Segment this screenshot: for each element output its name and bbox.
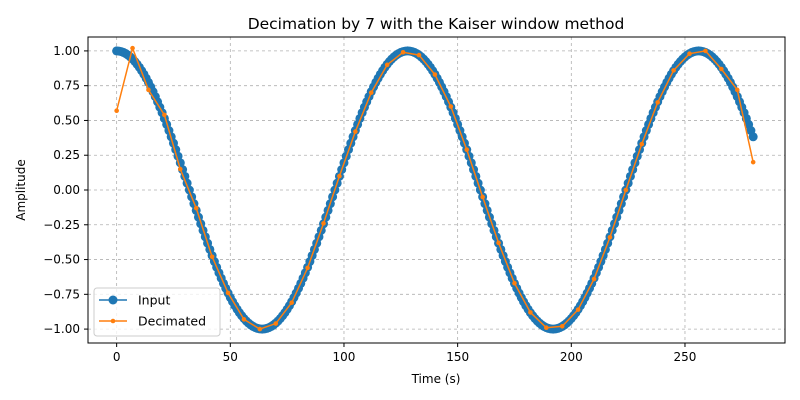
x-axis-label: Time (s) [411, 372, 461, 386]
x-tick-label: 0 [113, 350, 121, 364]
y-tick-label: 0.50 [53, 113, 80, 127]
legend-input-marker [108, 295, 118, 305]
decimated-point [130, 45, 135, 51]
legend-decimated-label: Decimated [138, 314, 206, 329]
decimated-point [719, 66, 724, 72]
decimated-point [353, 129, 358, 134]
decimated-point [464, 147, 470, 152]
decimated-point [432, 72, 438, 77]
x-tick-label: 150 [446, 350, 469, 364]
x-tick-label: 50 [223, 350, 238, 364]
decimated-point [400, 50, 406, 55]
decimated-point [575, 307, 581, 312]
decimated-point [114, 108, 119, 114]
decimated-point [734, 87, 740, 93]
decimated-point [687, 51, 692, 56]
decimated-point [193, 205, 199, 211]
decimated-point [512, 280, 517, 286]
x-tick-label: 200 [560, 350, 583, 364]
input-point [748, 132, 758, 142]
decimated-point [559, 324, 565, 329]
decimated-point [289, 300, 294, 305]
decimated-point [321, 221, 326, 226]
decimated-point [337, 173, 342, 179]
y-tick-label: −0.25 [43, 218, 80, 232]
legend-input-label: Input [138, 293, 170, 308]
legend-item-input: Input [99, 293, 170, 308]
y-axis-label: Amplitude [14, 159, 28, 221]
y-tick-label: 0.75 [53, 79, 80, 93]
decimated-point [416, 52, 422, 58]
decimated-point [496, 240, 501, 246]
decimated-point [384, 62, 390, 68]
decimated-point [273, 321, 279, 326]
decimated-point [209, 254, 215, 260]
y-tick-label: −1.00 [43, 322, 80, 336]
series-decimated [114, 45, 756, 332]
decimated-point [146, 87, 151, 93]
chart-title: Decimation by 7 with the Kaiser window m… [248, 15, 625, 33]
decimated-point [448, 104, 454, 109]
decimated-point [305, 265, 310, 271]
y-tick-label: −0.75 [43, 287, 80, 301]
decimated-point [623, 187, 629, 193]
decimated-point [655, 100, 660, 105]
decimated-point [528, 310, 533, 315]
y-axis-ticks: −1.00 −0.75 −0.50 −0.25 0.00 0.25 0.50 0.75 1.00 [43, 44, 88, 336]
decimated-point [480, 194, 485, 200]
y-tick-label: 0.25 [53, 148, 80, 162]
decimated-point [225, 290, 231, 296]
legend-item-decimated: Decimated [99, 314, 206, 329]
decimated-point [241, 317, 247, 322]
legend: Input Decimated [93, 287, 221, 337]
decimated-point [703, 48, 708, 54]
decimated-point [177, 166, 183, 172]
x-axis-ticks: 0 50 100 150 200 250 [113, 343, 697, 364]
y-tick-label: −0.50 [43, 253, 80, 267]
decimated-point [607, 234, 613, 240]
y-tick-label: 1.00 [53, 44, 80, 58]
x-tick-label: 100 [333, 350, 356, 364]
decimated-point [591, 276, 597, 282]
decimated-point [257, 326, 263, 332]
decimated-point [368, 90, 374, 95]
y-tick-label: 0.00 [53, 183, 80, 197]
decimated-point [162, 112, 167, 118]
decimated-point [639, 141, 645, 147]
decimated-point [544, 325, 549, 331]
x-tick-label: 250 [674, 350, 697, 364]
decimated-point [671, 68, 676, 73]
decimated-point [750, 159, 756, 165]
legend-decimated-marker [110, 318, 116, 324]
